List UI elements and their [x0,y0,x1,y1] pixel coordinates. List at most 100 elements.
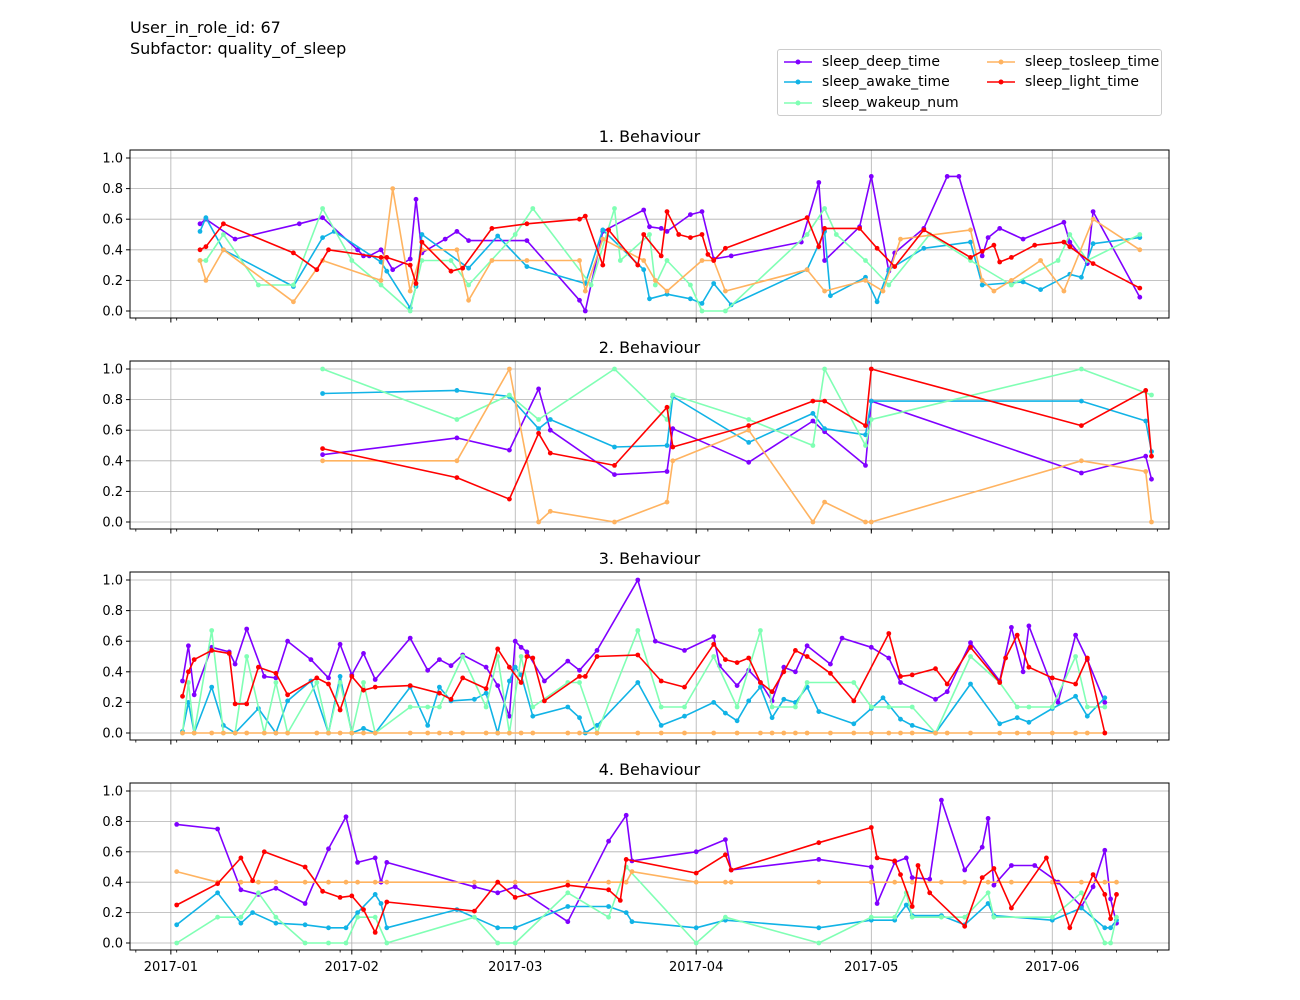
data-point [191,692,197,698]
data-point [256,890,261,896]
data-point [582,674,588,679]
data-point [1137,232,1143,237]
data-point [635,628,641,633]
data-point [711,281,717,286]
data-point [606,914,611,920]
data-point [483,730,489,736]
data-point [804,680,810,685]
data-point [407,308,413,314]
axes-frame [129,360,1170,530]
data-point [769,730,775,736]
data-point [723,288,728,294]
data-point [174,940,180,946]
data-point [991,288,997,294]
series-line [176,826,1118,934]
data-point [460,654,466,659]
data-point [804,730,810,736]
data-point [699,308,705,314]
data-point [909,723,915,728]
data-point [343,925,349,931]
data-point [419,239,425,245]
data-point [868,519,874,525]
data-point [547,450,553,456]
data-point [518,654,524,659]
data-point [868,864,874,870]
data-point [944,730,950,736]
series-sleep-awake-time [320,388,1154,454]
data-point [244,626,250,632]
data-point [448,268,454,274]
data-point [816,180,822,185]
data-point [635,652,641,658]
subfactor-label: Subfactor: quality_of_sleep [130,39,347,58]
data-point [985,816,991,821]
data-point [425,667,431,673]
data-point [1108,916,1113,922]
data-point [437,730,442,736]
data-point [238,855,244,861]
data-point [810,411,816,416]
series-sleep-light-time [197,209,1143,291]
data-point [320,458,325,464]
data-point [868,704,874,710]
data-point [874,245,880,251]
data-point [863,278,868,283]
data-point [524,264,530,269]
data-point [337,641,343,647]
data-point [448,696,454,702]
data-point [577,680,582,685]
data-point [664,288,670,294]
data-point [1137,247,1143,253]
data-point [711,258,717,263]
data-point [968,227,973,233]
data-point [933,666,938,672]
data-point [909,672,915,678]
data-point [944,689,950,695]
data-point [606,879,611,885]
data-point [302,922,308,928]
data-point [326,675,331,681]
data-point [273,920,279,926]
data-point [1102,847,1108,853]
data-point [507,713,512,719]
legend-label: sleep_light_time [1025,74,1139,90]
data-point [1044,855,1049,861]
subplot-title: 2. Behaviour [599,338,701,357]
data-point [693,849,699,855]
data-point [682,713,687,719]
series-line [176,866,1118,944]
data-point [454,388,460,393]
data-point [536,426,541,432]
data-point [302,879,308,885]
data-point [898,716,903,722]
data-point [903,855,909,861]
data-point [355,879,360,885]
data-point [372,730,378,736]
data-point [215,914,221,920]
y-tick-label: 0.6 [102,635,123,650]
data-point [1073,693,1078,699]
data-point [524,649,530,655]
data-point [594,648,600,653]
data-point [909,730,915,736]
data-point [547,508,553,514]
data-point [536,519,541,525]
data-point [524,238,530,244]
data-point [1084,655,1090,661]
data-point [261,674,267,679]
data-point [1061,239,1067,245]
data-point [472,879,477,885]
data-point [326,879,331,885]
y-tick-label: 0.2 [102,274,123,289]
data-point [565,658,571,664]
data-point [635,680,641,685]
data-point [542,698,547,704]
data-point [652,278,658,283]
data-point [688,212,693,218]
data-point [238,879,244,885]
legend-line-marker [784,79,812,85]
data-point [1079,423,1084,428]
data-point [1149,392,1154,398]
data-point [921,245,927,251]
data-point [337,674,343,679]
